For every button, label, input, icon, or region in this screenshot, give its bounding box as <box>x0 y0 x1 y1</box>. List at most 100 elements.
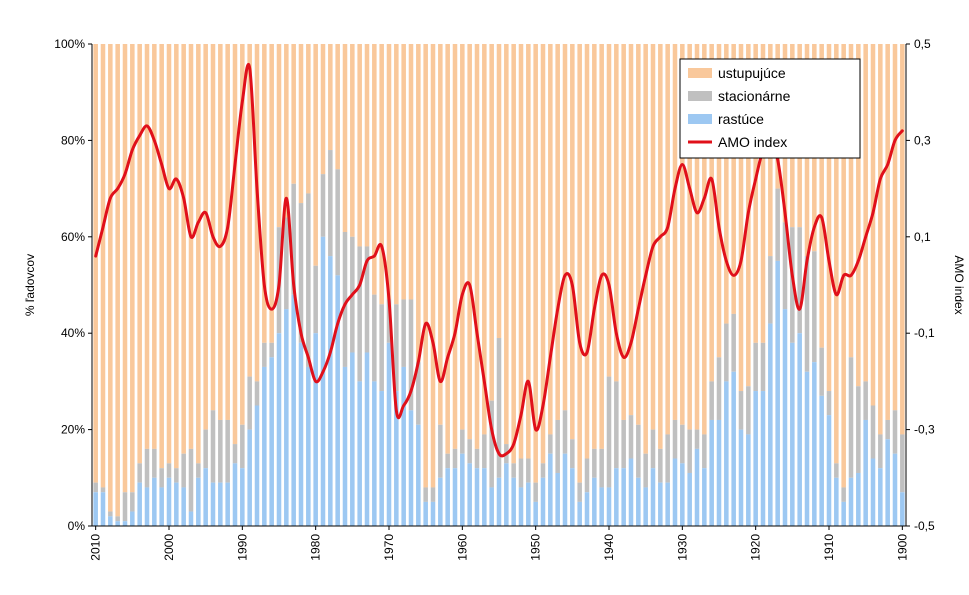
bar-retreating-1976 <box>342 44 348 232</box>
bar-retreating-2009 <box>100 44 106 488</box>
bar-advancing-1993 <box>218 482 223 526</box>
bar-retreating-1911 <box>819 44 824 348</box>
bar-advancing-1955 <box>496 477 502 526</box>
bar-stationary-1994 <box>210 410 216 483</box>
bar-retreating-1933 <box>658 44 663 449</box>
right-axis-title: AMO index <box>952 255 966 314</box>
bar-stationary-1972 <box>372 294 377 382</box>
bar-retreating-1952 <box>518 44 524 459</box>
right-tick-labels: -0,5 -0,3 -0,1 0,1 0,3 0,5 <box>906 37 935 533</box>
bar-advancing-1943 <box>584 492 590 526</box>
bar-advancing-1937 <box>628 458 634 526</box>
bar-retreating-1987 <box>262 44 267 343</box>
bar-advancing-1977 <box>335 275 340 526</box>
bar-advancing-1995 <box>203 468 208 526</box>
bar-stationary-1988 <box>254 381 260 406</box>
bar-stationary-1978 <box>328 150 333 257</box>
bar-stationary-1924 <box>724 323 729 382</box>
bar-advancing-1957 <box>482 468 487 526</box>
bar-advancing-1907 <box>848 477 854 526</box>
bar-advancing-1961 <box>452 468 458 526</box>
bar-advancing-1922 <box>738 429 744 526</box>
bar-advancing-1963 <box>438 477 443 526</box>
bar-retreating-1971 <box>379 44 384 305</box>
bar-stationary-1962 <box>445 453 450 469</box>
bar-retreating-1941 <box>599 44 604 449</box>
bar-retreating-1928 <box>694 44 700 430</box>
bar-stationary-1964 <box>430 487 436 502</box>
bar-advancing-1911 <box>819 395 824 526</box>
bar-advancing-1956 <box>489 487 494 526</box>
bar-retreating-1940 <box>606 44 612 377</box>
bar-stationary-1956 <box>489 400 494 488</box>
bar-stationary-2004 <box>137 463 142 483</box>
bar-advancing-2005 <box>130 511 135 526</box>
bar-retreating-1955 <box>496 44 502 339</box>
bar-retreating-1988 <box>254 44 260 382</box>
legend-label-rastuce: rastúce <box>718 111 764 127</box>
bar-stationary-1958 <box>474 448 480 469</box>
bar-stationary-1913 <box>804 256 810 372</box>
bar-retreating-1925 <box>716 44 722 358</box>
bar-retreating-2005 <box>130 44 135 493</box>
bar-stationary-1966 <box>416 362 421 425</box>
bar-stationary-1927 <box>702 434 707 469</box>
bar-retreating-1949 <box>540 44 546 464</box>
bar-advancing-1941 <box>599 487 604 526</box>
bar-advancing-1935 <box>643 487 648 526</box>
x-tick-label: 1940 <box>602 534 616 561</box>
bar-stationary-1974 <box>357 246 362 382</box>
bar-stationary-2002 <box>152 448 157 478</box>
bar-advancing-1925 <box>716 419 722 526</box>
bar-retreating-1997 <box>188 44 194 449</box>
bar-advancing-1982 <box>298 342 304 526</box>
bar-retreating-1924 <box>724 44 729 324</box>
bar-retreating-1980 <box>313 44 318 266</box>
bar-stationary-1968 <box>401 299 406 367</box>
bar-retreating-1961 <box>452 44 458 449</box>
bar-advancing-1960 <box>460 453 465 526</box>
bar-advancing-1976 <box>342 366 348 526</box>
bar-advancing-1942 <box>592 477 597 526</box>
bar-retreating-1932 <box>665 44 670 435</box>
bar-stationary-2008 <box>108 511 113 517</box>
bar-stationary-1930 <box>680 424 685 464</box>
bar-retreating-2001 <box>159 44 164 469</box>
bar-stationary-1910 <box>826 391 832 416</box>
left-tick-label: 100% <box>54 37 85 51</box>
x-tick-label: 1910 <box>822 534 836 561</box>
bar-advancing-1929 <box>687 472 692 526</box>
bar-stationary-1908 <box>841 487 846 502</box>
x-axis: 2010 2000 1990 1980 1970 1960 1950 1940 1930 1920… <box>89 525 909 561</box>
bar-advancing-1914 <box>797 333 802 526</box>
x-tick-label: 1900 <box>895 534 909 561</box>
bar-stationary-1905 <box>863 381 868 420</box>
bar-advancing-1927 <box>702 468 707 526</box>
bar-retreating-1945 <box>570 44 575 440</box>
bar-advancing-1928 <box>694 448 700 526</box>
bar-advancing-1936 <box>636 477 641 526</box>
bar-advancing-1950 <box>533 501 538 526</box>
bar-retreating-1974 <box>357 44 362 247</box>
bar-retreating-1942 <box>592 44 597 449</box>
bar-retreating-1979 <box>320 44 326 175</box>
bar-advancing-2006 <box>122 521 128 526</box>
bar-stationary-1967 <box>408 299 414 411</box>
bar-advancing-1998 <box>181 487 186 526</box>
bar-retreating-1900 <box>900 44 905 435</box>
bar-advancing-1933 <box>658 482 663 526</box>
bar-retreating-1998 <box>181 44 186 454</box>
bar-retreating-1981 <box>306 44 311 194</box>
bar-advancing-1966 <box>416 424 421 526</box>
bar-retreating-1929 <box>687 44 692 430</box>
bar-advancing-1902 <box>885 439 890 526</box>
bar-retreating-1948 <box>548 44 553 435</box>
bar-advancing-1971 <box>379 391 384 526</box>
bar-retreating-1977 <box>335 44 340 170</box>
bar-advancing-2009 <box>100 492 106 526</box>
bar-advancing-2007 <box>115 521 120 526</box>
left-axis-title: % ľadovcov <box>23 254 37 316</box>
bar-retreating-1962 <box>445 44 450 454</box>
bar-stationary-1965 <box>423 487 428 502</box>
